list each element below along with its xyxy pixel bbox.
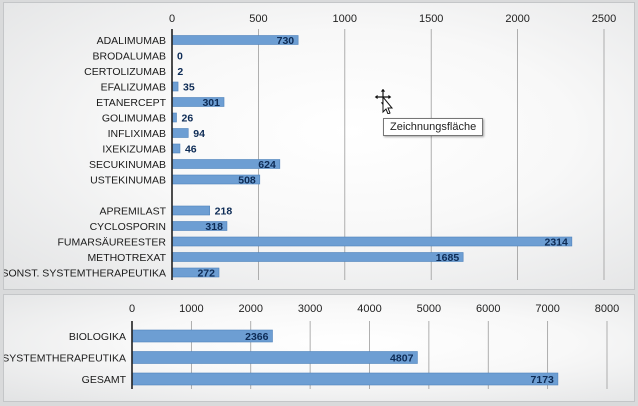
bar: [171, 128, 189, 138]
data-label: 218: [215, 206, 233, 218]
x-axis-top-tick-label: 1000: [333, 13, 357, 25]
x-axis-bottom-tick-label: 8000: [595, 303, 619, 315]
x-axis-top-tick-label: 500: [249, 13, 267, 25]
data-label: 46: [185, 144, 197, 156]
category-label: CYCLOSPORIN: [90, 221, 166, 233]
data-label: 2366: [245, 331, 269, 343]
data-label: 301: [202, 97, 220, 109]
data-label: 318: [205, 221, 223, 233]
data-label: 1685: [436, 252, 460, 264]
category-label: SONST. SYSTEMTHERAPEUTIKA: [4, 268, 166, 280]
x-axis-bottom-tick-label: 6000: [476, 303, 500, 315]
data-label: 0: [177, 51, 183, 63]
x-axis-bottom-tick-label: 3000: [298, 303, 322, 315]
data-label: 2: [177, 66, 183, 78]
category-label: CERTOLIZUMAB: [84, 66, 166, 78]
x-axis-top-tick-label: 0: [169, 13, 175, 25]
category-label: GESAMT: [82, 374, 127, 386]
bar: [131, 351, 418, 364]
chart-area-bottom[interactable]: 0 1000 2000 3000 4000 5000 6000 7000 8000 BIOLOGI…: [3, 294, 635, 402]
x-axis-top-tick-label: 1500: [419, 13, 443, 25]
category-label: ETANERCEPT: [96, 97, 166, 109]
data-label: 4807: [390, 353, 414, 365]
bar: [171, 143, 181, 154]
category-label: BRODALUMAB: [92, 51, 166, 63]
x-axis-bottom-tick-label: 7000: [535, 303, 559, 315]
chart-bottom-svg: 0 1000 2000 3000 4000 5000 6000 7000 8000 BIOLOGI…: [4, 303, 619, 389]
x-axis-bottom-tick-label: 4000: [357, 303, 381, 315]
category-label: FUMARSÄUREESTER: [57, 237, 166, 249]
x-axis-bottom-tick-label: 2000: [239, 303, 263, 315]
category-label: ADALIMUMAB: [97, 35, 166, 47]
category-label: IXEKIZUMAB: [102, 144, 166, 156]
x-axis-bottom-tick-label: 0: [129, 303, 135, 315]
category-label: USTEKINUMAB: [90, 175, 166, 187]
tooltip-text: Zeichnungsfläche: [390, 121, 477, 133]
chart-area-top[interactable]: 0 500 1000 1500 2000 2500 ADALIMUMAB 730 BRODALU…: [3, 2, 635, 290]
category-label: BIOLOGIKA: [69, 331, 126, 343]
category-label: GOLIMUMAB: [102, 113, 166, 125]
x-axis-top-tick-label: 2500: [592, 13, 616, 25]
bar: [171, 236, 573, 247]
bar: [131, 372, 559, 386]
category-label: SECUKINUMAB: [89, 159, 166, 171]
tooltip: Zeichnungsfläche: [383, 118, 484, 136]
bar: [171, 81, 179, 92]
category-label: EFALIZUMAB: [101, 82, 166, 94]
x-axis-bottom-tick-label: 5000: [417, 303, 441, 315]
data-label: 26: [181, 113, 193, 125]
data-label: 7173: [531, 374, 555, 386]
category-label: SYSTEMTHERAPEUTIKA: [4, 353, 126, 365]
bar: [171, 205, 210, 216]
category-label: METHOTREXAT: [87, 252, 166, 264]
move-cursor-icon: [373, 87, 394, 115]
x-axis-top-tick-label: 2000: [505, 13, 529, 25]
data-label: 624: [258, 159, 276, 171]
data-label: 2314: [544, 237, 568, 249]
data-label: 272: [197, 268, 215, 280]
data-label: 730: [277, 35, 295, 47]
data-label: 508: [238, 175, 256, 187]
category-label: INFLIXIMAB: [108, 128, 166, 140]
data-label: 35: [183, 82, 195, 94]
category-label: APREMILAST: [99, 206, 166, 218]
data-label: 94: [193, 128, 205, 140]
chart-top-svg: 0 500 1000 1500 2000 2500 ADALIMUMAB 730 BRODALU…: [4, 13, 616, 280]
x-axis-bottom-tick-label: 1000: [179, 303, 203, 315]
bar: [171, 252, 464, 262]
